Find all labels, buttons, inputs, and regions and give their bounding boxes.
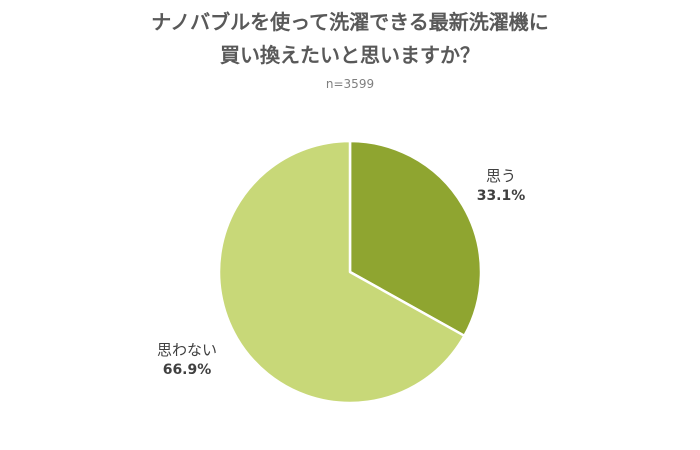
slice-percent: 33.1% xyxy=(476,188,526,204)
chart-title-line-2: 買い換えたいと思いますか？ xyxy=(220,43,480,67)
slice-name: 思わない xyxy=(156,341,217,359)
chart-title-line-1: ナノバブルを使って洗濯できる最新洗濯機に xyxy=(151,10,549,34)
slice-label-omowanai: 思わない 66.9% xyxy=(142,340,232,380)
pie-slice-1 xyxy=(217,139,466,405)
slice-name: 思う xyxy=(485,167,516,185)
slice-percent: 66.9% xyxy=(162,362,212,378)
pie-slice-0 xyxy=(348,139,483,338)
slice-label-omou: 思う 33.1% xyxy=(466,166,536,206)
chart-subtitle: n=3599 xyxy=(325,77,375,91)
